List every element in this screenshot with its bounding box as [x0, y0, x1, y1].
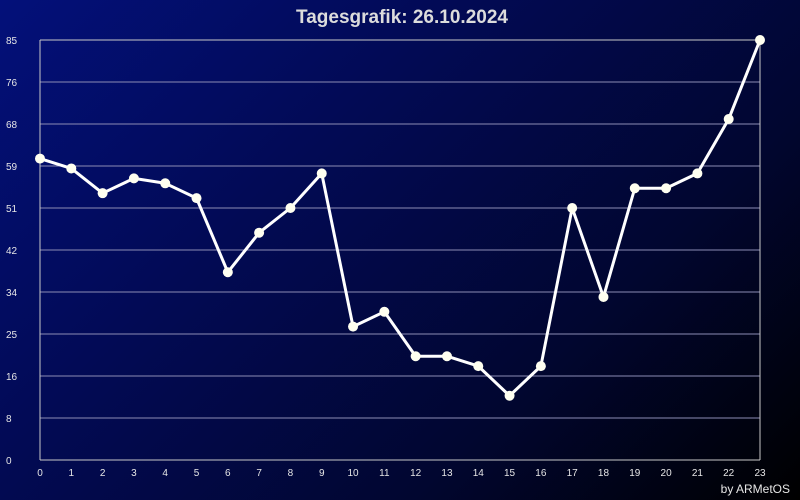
x-tick-label: 5 [194, 468, 200, 479]
y-tick-label: 16 [6, 372, 18, 383]
y-tick-label: 8 [6, 414, 12, 425]
data-point [128, 173, 139, 184]
data-point [473, 361, 484, 372]
x-tick-label: 8 [288, 468, 294, 479]
x-tick-label: 11 [379, 468, 390, 479]
y-tick-label: 68 [6, 120, 18, 131]
chart-title: Tagesgrafik: 26.10.2024 [296, 7, 508, 28]
data-point [348, 321, 359, 332]
axes [39, 39, 761, 461]
data-point [755, 35, 765, 45]
series-line [38, 38, 762, 398]
x-tick-label: 3 [131, 468, 137, 479]
data-point [316, 168, 327, 179]
y-tick-label: 59 [6, 162, 18, 173]
data-point [661, 183, 672, 194]
credit-label: by ARMetOS [721, 482, 790, 496]
data-point [441, 351, 452, 362]
data-point [535, 361, 546, 372]
data-point [285, 203, 296, 213]
x-tick-label: 15 [504, 468, 516, 479]
x-tick-label: 23 [754, 468, 766, 479]
y-tick-label: 42 [6, 246, 18, 257]
series [38, 38, 762, 398]
y-tick-label: 25 [6, 330, 18, 341]
data-points [35, 35, 765, 401]
x-tick-label: 18 [598, 468, 610, 479]
x-tick-label: 17 [567, 468, 579, 479]
x-tick-labels: 0 1 2 3 4 5 6 7 8 9 10 11 12 13 14 15 16 17 18 19 20 21 22 23 [37, 468, 766, 479]
x-tick-label: 22 [723, 468, 735, 479]
x-tick-label: 10 [347, 468, 359, 479]
x-tick-label: 7 [256, 468, 262, 479]
x-tick-label: 1 [69, 468, 75, 479]
x-tick-label: 20 [661, 468, 673, 479]
data-point [66, 163, 77, 174]
y-tick-label: 76 [6, 78, 18, 89]
x-tick-label: 21 [692, 468, 704, 479]
x-tick-label: 14 [473, 468, 485, 479]
data-point [410, 351, 421, 362]
data-point [191, 193, 202, 204]
data-point [97, 188, 108, 199]
y-tick-labels: 0 8 16 25 34 42 51 59 68 76 85 [6, 36, 18, 467]
x-tick-label: 0 [37, 468, 43, 479]
y-tick-label: 0 [6, 456, 12, 467]
data-point [567, 203, 578, 213]
data-point [598, 291, 609, 302]
data-point [160, 178, 171, 189]
x-tick-label: 2 [100, 468, 106, 479]
data-point [35, 153, 45, 164]
x-tick-label: 13 [441, 468, 453, 479]
data-point [629, 183, 640, 194]
data-point [723, 114, 734, 125]
data-point [692, 168, 703, 179]
x-tick-label: 16 [535, 468, 547, 479]
x-tick-label: 4 [162, 468, 168, 479]
y-tick-label: 51 [6, 204, 18, 215]
grid [40, 39, 760, 419]
x-tick-label: 9 [319, 468, 325, 479]
data-point [222, 267, 233, 278]
y-tick-label: 85 [6, 36, 18, 47]
data-point [379, 306, 390, 317]
x-tick-label: 12 [410, 468, 422, 479]
data-point [254, 227, 265, 238]
y-tick-label: 34 [6, 288, 18, 299]
x-tick-label: 19 [629, 468, 641, 479]
x-tick-label: 6 [225, 468, 231, 479]
data-point [504, 390, 515, 401]
